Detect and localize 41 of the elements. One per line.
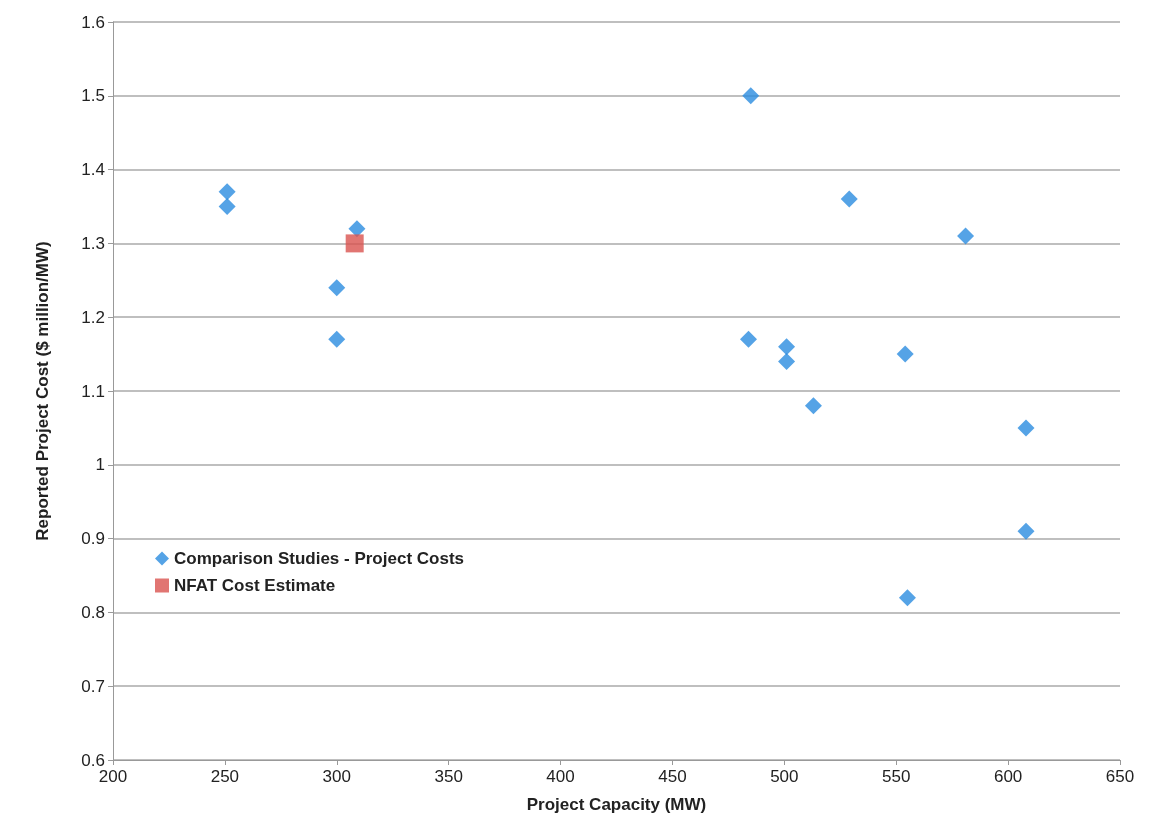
point <box>896 345 914 363</box>
y-tick-label: 1.6 <box>81 12 105 32</box>
legend-label: Comparison Studies - Project Costs <box>174 549 464 568</box>
x-tick-label: 400 <box>546 767 575 786</box>
point <box>328 279 346 297</box>
x-tick-label: 450 <box>658 767 687 786</box>
point <box>840 190 858 208</box>
point <box>345 234 364 253</box>
point <box>218 183 236 201</box>
y-axis-title: Reported Project Cost ($ million/MW) <box>33 241 52 541</box>
y-tick-label: 1.1 <box>81 381 105 401</box>
point <box>1017 419 1035 437</box>
point <box>957 227 975 245</box>
y-tick-label: 0.8 <box>81 602 105 622</box>
x-tick-label: 550 <box>882 767 911 786</box>
x-tick-label: 350 <box>434 767 463 786</box>
y-tick-label: 1.2 <box>81 307 105 327</box>
point <box>1017 522 1035 540</box>
y-tick-label: 0.7 <box>81 676 105 696</box>
y-tick-label: 0.6 <box>81 750 105 770</box>
legend-label: NFAT Cost Estimate <box>174 576 336 595</box>
x-tick-label: 600 <box>993 767 1023 786</box>
y-tick-label: 0.9 <box>81 529 105 549</box>
point <box>778 352 796 370</box>
x-tick-label: 300 <box>322 767 351 786</box>
point <box>328 330 346 348</box>
y-tick-label: 1.5 <box>81 86 105 106</box>
x-tick-label: 200 <box>98 767 128 786</box>
x-tick-label: 500 <box>770 767 799 786</box>
point <box>742 87 760 105</box>
x-tick-label: 250 <box>210 767 240 786</box>
point <box>740 330 758 348</box>
y-tick-label: 1 <box>95 455 105 475</box>
point <box>804 397 822 415</box>
y-tick-label: 1.3 <box>81 233 105 253</box>
x-tick-label: 650 <box>1105 767 1135 786</box>
x-axis-title: Project Capacity (MW) <box>526 795 707 814</box>
point <box>778 338 796 356</box>
point <box>898 589 916 607</box>
point <box>218 198 236 215</box>
y-tick-label: 1.4 <box>81 160 105 180</box>
